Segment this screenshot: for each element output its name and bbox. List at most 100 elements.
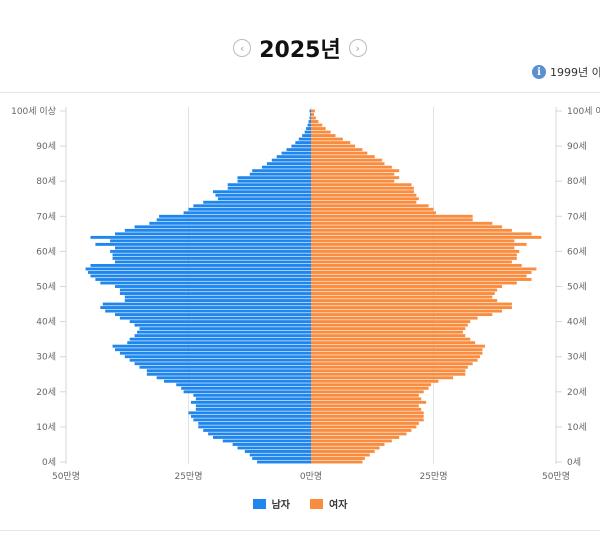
bar-female	[311, 281, 517, 285]
bar-female	[311, 341, 476, 345]
y-tick-label-left: 40세	[36, 317, 56, 328]
bar-female	[311, 344, 485, 348]
bar-female	[311, 123, 323, 127]
y-tick-label-left: 100세 이상	[11, 106, 56, 117]
bar-male	[203, 428, 311, 432]
bar-female	[311, 165, 392, 169]
bar-male	[88, 271, 311, 274]
y-tick-label-right: 0세	[567, 457, 581, 468]
bar-female	[311, 313, 493, 317]
bar-male	[129, 320, 311, 324]
bar-female	[311, 211, 436, 215]
bar-female	[311, 421, 419, 425]
bar-male	[105, 309, 311, 313]
bar-male	[195, 404, 311, 408]
bar-female	[311, 267, 537, 271]
bar-female	[311, 200, 417, 204]
bar-female	[311, 295, 493, 299]
chevron-left-circle-icon: ‹	[240, 41, 245, 55]
bar-male	[306, 127, 311, 131]
bar-female	[311, 334, 466, 338]
bar-female	[311, 214, 473, 218]
bar-male	[176, 383, 311, 387]
y-tick-label-right: 50세	[567, 282, 587, 293]
legend-item-female[interactable]: 여자	[310, 496, 347, 511]
bar-male	[203, 200, 311, 204]
bar-male	[115, 232, 311, 236]
bar-male	[115, 348, 311, 352]
prev-year-button[interactable]: ‹	[233, 39, 252, 57]
bar-male	[95, 242, 312, 246]
bar-male	[298, 137, 311, 141]
bar-female	[311, 309, 503, 313]
bar-female	[311, 242, 527, 246]
bar-male	[137, 330, 311, 334]
bar-male	[208, 432, 311, 436]
bar-female	[311, 393, 419, 397]
bar-female	[311, 418, 424, 422]
bar-male	[110, 239, 311, 243]
bar-female	[311, 183, 412, 187]
bar-male	[190, 414, 311, 418]
bar-female	[311, 400, 427, 404]
bar-female	[311, 197, 419, 201]
bar-female	[311, 376, 454, 380]
y-tick-label-left: 60세	[36, 246, 56, 257]
bar-male	[308, 120, 311, 123]
bar-female	[311, 446, 380, 450]
bar-male	[227, 186, 311, 190]
bar-male	[188, 207, 311, 211]
bar-male	[112, 253, 311, 257]
bar-male	[124, 355, 311, 359]
bar-female	[311, 204, 429, 208]
bar-male	[181, 386, 311, 390]
x-tick-label: 50만명	[52, 471, 80, 482]
bar-female	[311, 271, 532, 274]
bar-female	[311, 299, 498, 302]
bar-female	[311, 302, 512, 306]
bar-female	[311, 316, 478, 320]
bar-male	[266, 162, 311, 166]
bar-female	[311, 425, 417, 429]
bar-female	[311, 144, 356, 148]
bar-female	[311, 190, 414, 194]
y-tick-label-right: 40세	[567, 317, 587, 328]
bar-male	[159, 214, 311, 218]
bar-female	[311, 176, 400, 180]
legend-item-male[interactable]: 남자	[252, 496, 290, 511]
y-tick-label-left: 50세	[36, 282, 56, 293]
y-tick-label-right: 10세	[567, 422, 587, 433]
y-tick-label-left: 80세	[36, 176, 56, 187]
info-note[interactable]: i 1999년 이	[532, 64, 600, 80]
bar-female	[311, 439, 392, 443]
y-tick-label-right: 20세	[567, 387, 587, 398]
bar-female	[311, 109, 315, 113]
bar-male	[90, 263, 311, 267]
bar-female	[311, 351, 483, 355]
bar-male	[119, 351, 312, 355]
next-year-button[interactable]: ›	[348, 39, 367, 57]
bar-male	[295, 141, 311, 145]
bar-male	[183, 211, 311, 215]
bar-female	[311, 386, 429, 390]
bar-male	[276, 155, 311, 159]
bar-male	[286, 148, 311, 152]
bar-female	[311, 151, 368, 155]
bar-male	[134, 362, 311, 366]
bar-female	[311, 285, 503, 288]
bar-female	[311, 453, 370, 457]
y-tick-label-left: 20세	[36, 387, 56, 398]
bar-male	[134, 334, 311, 338]
bar-male	[309, 109, 311, 113]
bar-female	[311, 355, 481, 359]
y-tick-label-right: 90세	[567, 141, 587, 152]
legend: 남자 여자	[0, 496, 600, 511]
bar-male	[100, 306, 311, 310]
bar-male	[139, 365, 311, 369]
bar-female	[311, 127, 326, 131]
bar-male	[110, 249, 311, 253]
bar-female	[311, 292, 495, 295]
bar-male	[146, 369, 311, 373]
bar-male	[149, 221, 311, 225]
bar-female	[311, 130, 331, 134]
